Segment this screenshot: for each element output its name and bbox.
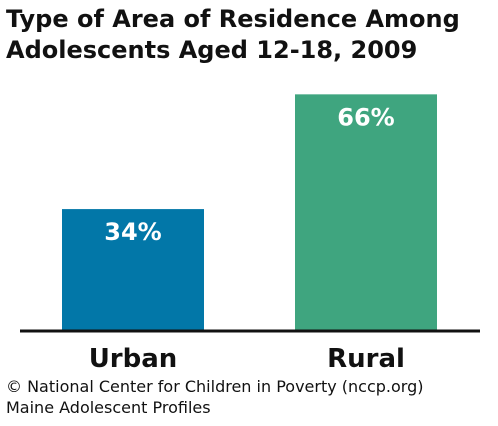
tick-labels-group: Urban Rural bbox=[89, 344, 405, 374]
chart-title: Type of Area of Residence Among Adolesce… bbox=[6, 4, 492, 66]
copyright-text: © National Center for Children in Povert… bbox=[6, 377, 424, 396]
data-label-rural: 66% bbox=[337, 103, 394, 131]
data-label-urban: 34% bbox=[104, 218, 161, 246]
bar-urban bbox=[62, 209, 204, 331]
tick-label-rural: Rural bbox=[327, 344, 405, 374]
source-footer: © National Center for Children in Povert… bbox=[6, 376, 423, 418]
bars-group: 34% 66% bbox=[62, 94, 437, 331]
tick-label-urban: Urban bbox=[89, 344, 178, 374]
chart-title-line-1: Type of Area of Residence Among bbox=[6, 5, 460, 33]
profile-name-text: Maine Adolescent Profiles bbox=[6, 398, 211, 417]
bar-rural bbox=[295, 94, 437, 331]
chart-title-line-2: Adolescents Aged 12-18, 2009 bbox=[6, 36, 418, 64]
